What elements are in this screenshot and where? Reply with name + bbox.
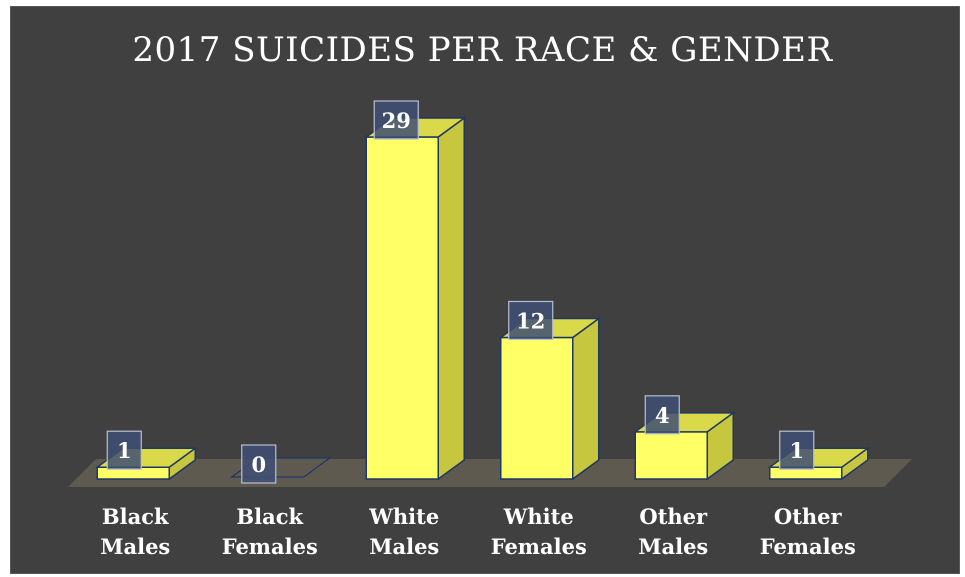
data-label-text: 1 <box>117 438 132 463</box>
data-label: 4 <box>644 395 680 435</box>
data-label: 0 <box>241 444 277 484</box>
category-label: Black Males <box>70 502 200 562</box>
data-label: 1 <box>106 430 142 470</box>
data-label: 12 <box>508 300 554 341</box>
category-label-line: Black <box>236 504 304 529</box>
data-label-box <box>241 444 277 484</box>
bar <box>500 336 574 480</box>
category-label-line: Females <box>759 534 856 559</box>
data-label-box <box>106 430 142 470</box>
bar <box>634 431 708 480</box>
category-label: Other Males <box>608 502 738 562</box>
bar-group <box>363 116 467 481</box>
category-label: Other Females <box>743 502 873 562</box>
category-label-line: Other <box>639 504 708 529</box>
category-label-line: Males <box>638 534 709 559</box>
bar-group <box>498 317 602 481</box>
data-label-box <box>373 100 419 140</box>
category-label: Black Females <box>205 502 335 562</box>
category-label-line: Other <box>773 504 842 529</box>
category-label-line: White <box>503 504 574 529</box>
data-label-text: 0 <box>251 452 266 477</box>
data-label-box <box>779 430 815 470</box>
data-label-text: 4 <box>655 403 670 428</box>
category-label-line: Black <box>101 504 169 529</box>
category-label-line: Males <box>369 534 440 559</box>
data-label: 1 <box>779 430 815 470</box>
category-label-line: Females <box>490 534 587 559</box>
data-label-text: 1 <box>789 438 804 463</box>
data-label-box <box>508 300 554 341</box>
data-label-box <box>644 395 680 435</box>
bar <box>365 136 439 480</box>
chart-title: 2017 SUICIDES PER RACE & GENDER <box>132 30 833 70</box>
data-label: 29 <box>373 100 419 140</box>
category-label-line: Females <box>221 534 318 559</box>
data-label-text: 29 <box>382 108 411 133</box>
category-label-line: Males <box>100 534 171 559</box>
bar-side <box>437 116 465 481</box>
data-label-text: 12 <box>516 308 545 333</box>
bar-side <box>572 317 600 481</box>
category-label: White Males <box>339 502 469 562</box>
category-label-line: White <box>369 504 440 529</box>
category-label: White Females <box>474 502 604 562</box>
